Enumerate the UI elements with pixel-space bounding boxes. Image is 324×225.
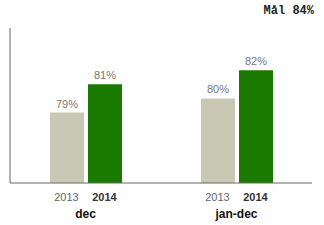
svg-text:2014: 2014 [92,191,117,203]
svg-text:2013: 2013 [205,191,229,203]
svg-text:80%: 80% [207,83,229,95]
svg-text:79%: 79% [56,98,78,110]
svg-text:82%: 82% [245,55,267,67]
svg-text:81%: 81% [94,69,116,81]
svg-text:jan-dec: jan-dec [214,207,257,221]
svg-text:dec: dec [75,207,96,221]
html-text:Mål 84%: Mål 84% [263,4,314,18]
svg-text:2013: 2013 [54,191,78,203]
svg-text:2014: 2014 [243,191,268,203]
